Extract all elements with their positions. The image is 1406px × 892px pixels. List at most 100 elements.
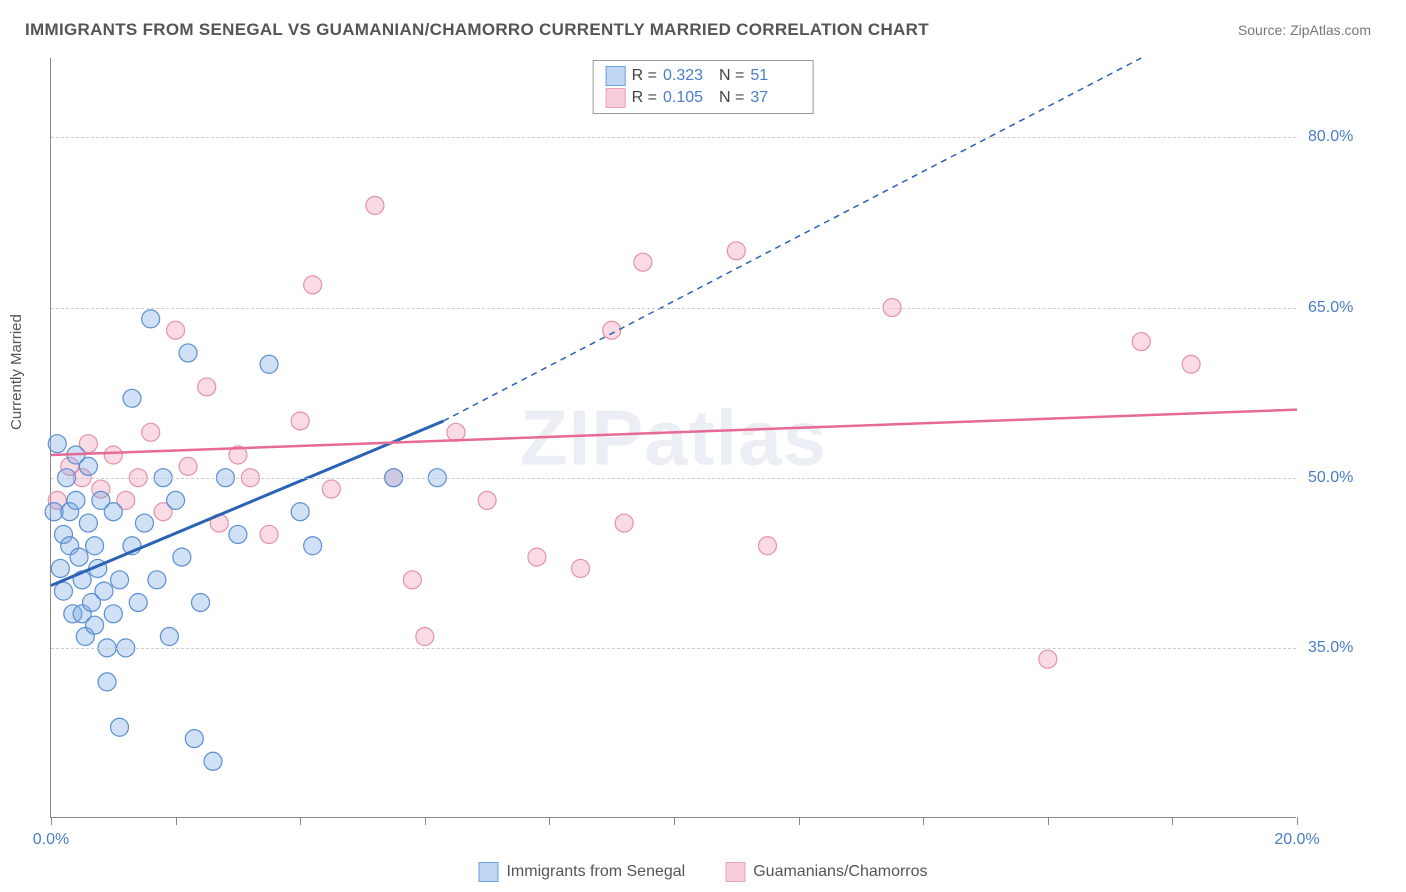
legend-item-senegal: Immigrants from Senegal	[478, 862, 685, 882]
data-point-senegal	[67, 491, 85, 509]
data-point-guam	[366, 196, 384, 214]
data-point-senegal	[86, 537, 104, 555]
data-point-guam	[304, 276, 322, 294]
data-point-guam	[403, 571, 421, 589]
x-tick	[923, 817, 924, 825]
swatch-guam-bottom	[725, 862, 745, 882]
data-point-guam	[198, 378, 216, 396]
trendline-guam	[51, 410, 1297, 455]
data-point-guam	[260, 525, 278, 543]
legend-label-guam: Guamanians/Chamorros	[753, 863, 927, 881]
gridline	[51, 478, 1296, 479]
data-point-senegal	[142, 310, 160, 328]
legend-item-guam: Guamanians/Chamorros	[725, 862, 927, 882]
x-tick	[549, 817, 550, 825]
r-label: R =	[632, 67, 657, 85]
data-point-senegal	[229, 525, 247, 543]
swatch-guam	[606, 88, 626, 108]
n-value-guam: 37	[750, 89, 800, 107]
x-tick	[1297, 817, 1298, 825]
legend-row-guam: R = 0.105 N = 37	[606, 87, 801, 109]
chart-title: IMMIGRANTS FROM SENEGAL VS GUAMANIAN/CHA…	[25, 20, 929, 40]
x-tick	[1048, 817, 1049, 825]
x-tick	[799, 817, 800, 825]
data-point-guam	[727, 242, 745, 260]
data-point-senegal	[51, 559, 69, 577]
data-point-senegal	[104, 503, 122, 521]
correlation-legend: R = 0.323 N = 51 R = 0.105 N = 37	[593, 60, 814, 114]
data-point-guam	[142, 423, 160, 441]
x-tick	[176, 817, 177, 825]
x-tick-label: 20.0%	[1274, 831, 1319, 849]
data-point-guam	[758, 537, 776, 555]
x-tick	[300, 817, 301, 825]
data-point-guam	[447, 423, 465, 441]
y-tick-label: 35.0%	[1308, 639, 1378, 657]
data-point-guam	[615, 514, 633, 532]
n-label: N =	[719, 89, 744, 107]
data-point-guam	[179, 457, 197, 475]
data-point-senegal	[98, 673, 116, 691]
x-tick	[51, 817, 52, 825]
data-point-guam	[478, 491, 496, 509]
x-tick	[1172, 817, 1173, 825]
data-point-guam	[416, 628, 434, 646]
gridline	[51, 137, 1296, 138]
r-value-senegal: 0.323	[663, 67, 713, 85]
source-label: Source: ZipAtlas.com	[1238, 22, 1371, 38]
r-value-guam: 0.105	[663, 89, 713, 107]
x-tick	[674, 817, 675, 825]
data-point-guam	[634, 253, 652, 271]
data-point-senegal	[260, 355, 278, 373]
data-point-senegal	[179, 344, 197, 362]
legend-label-senegal: Immigrants from Senegal	[506, 863, 685, 881]
data-point-senegal	[185, 730, 203, 748]
data-point-guam	[1132, 333, 1150, 351]
legend-row-senegal: R = 0.323 N = 51	[606, 65, 801, 87]
data-point-guam	[1039, 650, 1057, 668]
data-point-senegal	[86, 616, 104, 634]
plot-area: ZIPatlas 35.0%50.0%65.0%80.0%0.0%20.0%	[50, 58, 1296, 818]
x-tick	[425, 817, 426, 825]
data-point-senegal	[104, 605, 122, 623]
data-point-senegal	[192, 593, 210, 611]
data-point-senegal	[79, 514, 97, 532]
data-point-senegal	[160, 628, 178, 646]
y-tick-label: 65.0%	[1308, 299, 1378, 317]
series-legend: Immigrants from Senegal Guamanians/Chamo…	[478, 862, 927, 882]
y-axis-label: Currently Married	[8, 314, 25, 430]
data-point-guam	[291, 412, 309, 430]
data-point-guam	[322, 480, 340, 498]
n-label: N =	[719, 67, 744, 85]
data-point-senegal	[111, 718, 129, 736]
data-point-senegal	[79, 457, 97, 475]
y-tick-label: 80.0%	[1308, 128, 1378, 146]
data-point-guam	[167, 321, 185, 339]
data-point-senegal	[167, 491, 185, 509]
data-point-senegal	[129, 593, 147, 611]
data-point-senegal	[48, 435, 66, 453]
data-point-senegal	[54, 582, 72, 600]
data-point-senegal	[111, 571, 129, 589]
data-point-guam	[572, 559, 590, 577]
y-tick-label: 50.0%	[1308, 469, 1378, 487]
x-tick-label: 0.0%	[33, 831, 69, 849]
data-point-guam	[104, 446, 122, 464]
data-point-guam	[528, 548, 546, 566]
data-point-senegal	[135, 514, 153, 532]
gridline	[51, 308, 1296, 309]
r-label: R =	[632, 89, 657, 107]
swatch-senegal	[606, 66, 626, 86]
data-point-senegal	[304, 537, 322, 555]
gridline	[51, 648, 1296, 649]
data-point-senegal	[173, 548, 191, 566]
data-point-guam	[603, 321, 621, 339]
chart-svg	[51, 58, 1296, 817]
data-point-guam	[1182, 355, 1200, 373]
swatch-senegal-bottom	[478, 862, 498, 882]
data-point-senegal	[70, 548, 88, 566]
data-point-senegal	[148, 571, 166, 589]
n-value-senegal: 51	[750, 67, 800, 85]
data-point-senegal	[204, 752, 222, 770]
data-point-senegal	[95, 582, 113, 600]
